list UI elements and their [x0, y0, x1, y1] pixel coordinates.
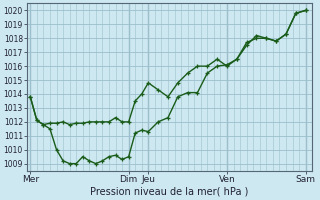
X-axis label: Pression niveau de la mer( hPa ): Pression niveau de la mer( hPa ): [91, 187, 249, 197]
